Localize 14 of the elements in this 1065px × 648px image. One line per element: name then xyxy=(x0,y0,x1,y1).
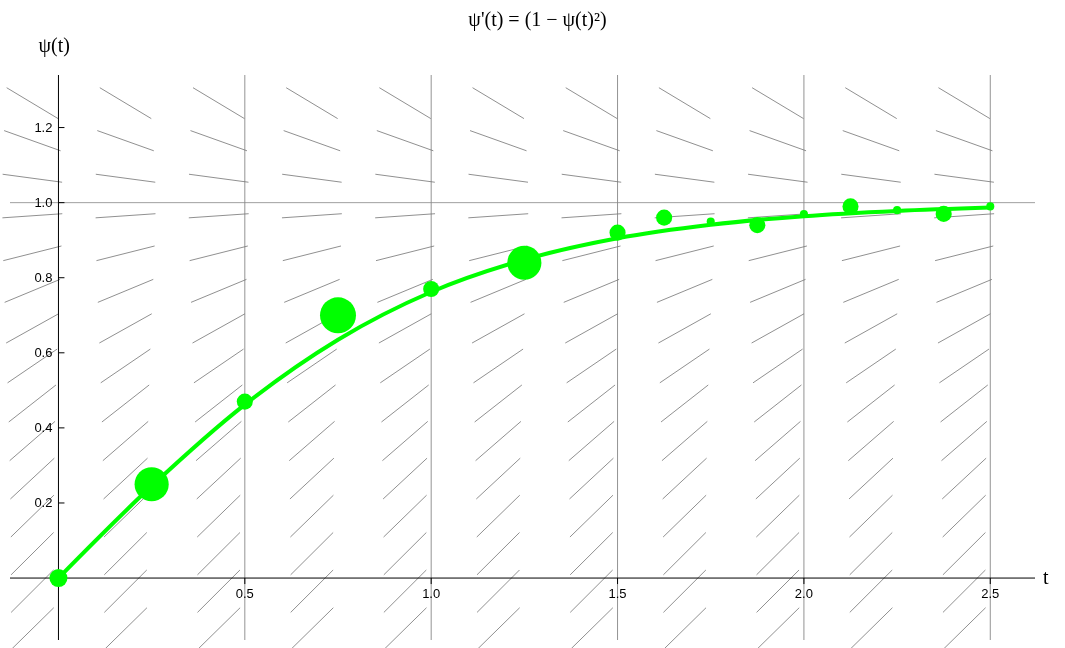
x-tick-label: 1.5 xyxy=(608,586,627,602)
y-axis-title: ψ(t) xyxy=(38,34,70,57)
x-tick-label: 0.5 xyxy=(235,586,254,602)
y-tick-label: 0.2 xyxy=(34,494,53,510)
x-axis-title: t xyxy=(1043,566,1049,589)
x-tick-label: 2.0 xyxy=(794,586,813,602)
chart-title: ψ'(t) = (1 − ψ(t)²) xyxy=(468,8,607,31)
x-tick-label: 1.0 xyxy=(422,586,441,602)
y-tick-label: 1.0 xyxy=(34,194,53,210)
y-tick-label: 0.4 xyxy=(34,419,53,435)
y-tick-label: 0.8 xyxy=(34,269,53,285)
y-tick-label: 1.2 xyxy=(34,119,53,135)
x-tick-label: 2.5 xyxy=(981,586,1000,602)
y-tick-label: 0.6 xyxy=(34,344,53,360)
